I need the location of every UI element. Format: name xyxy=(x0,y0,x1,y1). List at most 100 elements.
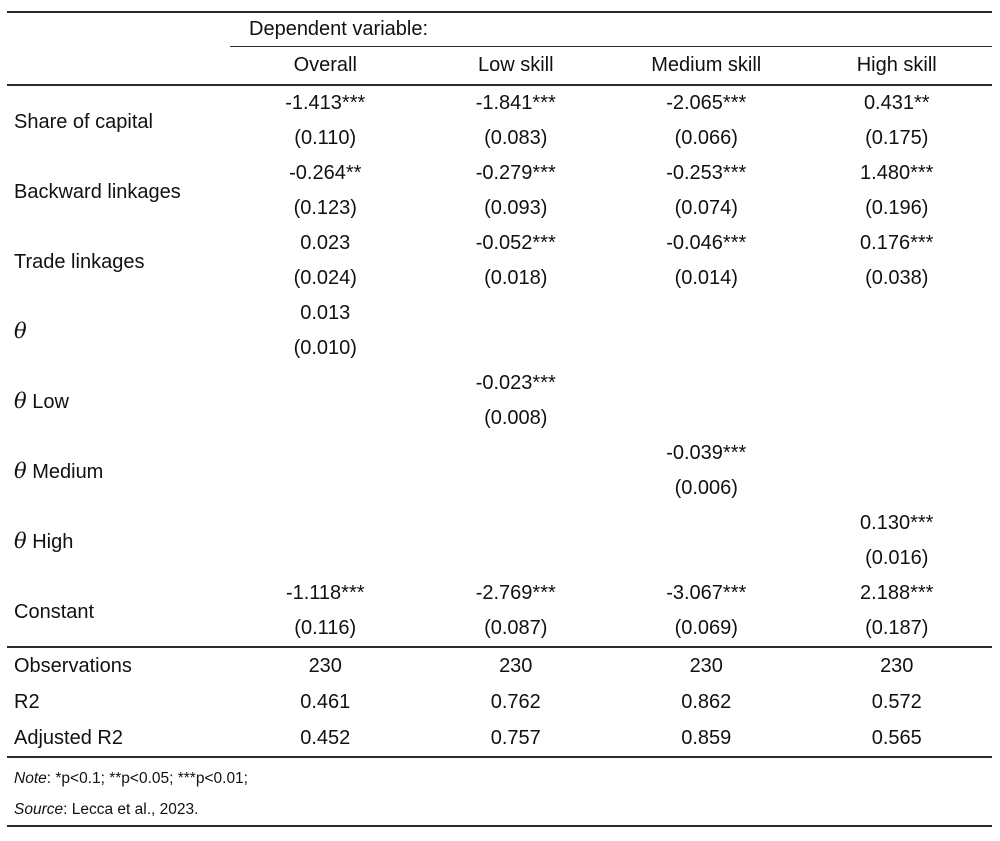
table-row-theta-low: θ Low -0.023*** (0.008) xyxy=(7,366,992,436)
theta-symbol: θ xyxy=(14,318,27,343)
coef-value xyxy=(611,506,802,541)
stat-label: Observations xyxy=(14,654,132,677)
se-value xyxy=(611,401,802,436)
coef-cell xyxy=(230,436,421,506)
coef-cell xyxy=(611,506,802,576)
coef-value: -0.264** xyxy=(289,162,362,184)
coef-value: 0.431** xyxy=(863,92,930,114)
coef-value xyxy=(230,506,421,541)
coef-cell xyxy=(802,296,993,366)
se-value: (0.175) xyxy=(865,127,929,149)
se-value xyxy=(802,401,993,436)
se-value xyxy=(802,331,993,366)
se-value xyxy=(421,541,612,576)
table-row-backward-linkages: Backward linkages -0.264** (0.123) -0.27… xyxy=(7,156,992,226)
stat-row-adjusted-r2: Adjusted R2 0.452 0.757 0.859 0.565 xyxy=(7,720,992,756)
coef-cell: -2.065*** (0.066) xyxy=(611,86,802,156)
coef-value: 0.130*** xyxy=(860,512,934,534)
coef-cell xyxy=(230,506,421,576)
coef-value: -0.023*** xyxy=(475,372,556,394)
stats-notes-rule xyxy=(7,756,992,758)
coef-value: 0.013 xyxy=(300,302,351,324)
coef-value xyxy=(421,296,612,331)
source-text: : Lecca et al., 2023. xyxy=(63,800,199,818)
coef-value: 1.480*** xyxy=(860,162,934,184)
stat-value: 0.862 xyxy=(681,690,732,713)
se-value xyxy=(611,331,802,366)
se-value: (0.018) xyxy=(484,267,548,289)
coef-value: 0.176*** xyxy=(860,232,934,254)
row-label: Backward linkages xyxy=(7,179,230,204)
se-value: (0.110) xyxy=(294,127,357,149)
header-body-rule xyxy=(7,84,992,86)
column-header-medium-skill: Medium skill xyxy=(651,54,762,76)
row-label: θ xyxy=(7,319,230,344)
coef-cell xyxy=(230,366,421,436)
se-value: (0.187) xyxy=(865,617,929,639)
se-value: (0.010) xyxy=(293,337,357,359)
table-row-share-of-capital: Share of capital -1.413*** (0.110) -1.84… xyxy=(7,86,992,156)
source-label: Source xyxy=(14,800,64,818)
coef-cell: -2.769*** (0.087) xyxy=(421,576,612,646)
table-row-constant: Constant -1.118*** (0.116) -2.769*** (0.… xyxy=(7,576,992,646)
stat-value: 0.757 xyxy=(490,726,541,749)
coef-value: -0.052*** xyxy=(475,232,556,254)
stat-row-r2: R2 0.461 0.762 0.862 0.572 xyxy=(7,684,992,720)
table-row-theta: θ 0.013 (0.010) xyxy=(7,296,992,366)
coef-cell xyxy=(611,366,802,436)
coef-value: -0.253*** xyxy=(666,162,747,184)
row-label: Trade linkages xyxy=(7,249,230,274)
coef-cell xyxy=(421,506,612,576)
se-value: (0.038) xyxy=(865,267,929,289)
column-header-overall: Overall xyxy=(293,54,357,76)
se-value xyxy=(230,471,421,506)
table-top-rule xyxy=(7,11,992,13)
coef-value xyxy=(421,506,612,541)
column-header-high-skill: High skill xyxy=(856,54,937,76)
coef-cell: -0.279*** (0.093) xyxy=(421,156,612,226)
row-label-text: High xyxy=(26,530,74,553)
theta-symbol: θ xyxy=(14,458,27,483)
coef-value xyxy=(802,296,993,331)
coef-cell: -0.046*** (0.014) xyxy=(611,226,802,296)
dependent-variable-row: Dependent variable: xyxy=(7,13,992,47)
coef-cell: -0.253*** (0.074) xyxy=(611,156,802,226)
coef-value xyxy=(230,366,421,401)
coef-value: 2.188*** xyxy=(860,582,934,604)
header-spacer xyxy=(7,13,230,47)
se-value: (0.016) xyxy=(865,547,929,569)
table-row-theta-high: θ High 0.130*** (0.016) xyxy=(7,506,992,576)
row-label: Constant xyxy=(7,599,230,624)
se-value xyxy=(421,471,612,506)
coef-cell: -0.264** (0.123) xyxy=(230,156,421,226)
coef-cell: -3.067*** (0.069) xyxy=(611,576,802,646)
se-value: (0.008) xyxy=(484,407,548,429)
coef-cell: 1.480*** (0.196) xyxy=(802,156,993,226)
coef-cell: -0.039*** (0.006) xyxy=(611,436,802,506)
row-label-text: Trade linkages xyxy=(14,250,145,273)
coef-value: -1.118*** xyxy=(285,582,365,604)
coef-cell: -0.052*** (0.018) xyxy=(421,226,612,296)
stat-value: 0.572 xyxy=(871,690,922,713)
stat-value: 230 xyxy=(308,654,342,677)
column-header-row: Overall Low skill Medium skill High skil… xyxy=(7,47,992,84)
row-label: θ Medium xyxy=(7,459,230,484)
coef-cell xyxy=(421,296,612,366)
theta-symbol: θ xyxy=(14,528,27,553)
row-label-text: Constant xyxy=(14,600,95,623)
se-value: (0.083) xyxy=(484,127,548,149)
stat-value: 230 xyxy=(689,654,723,677)
theta-symbol: θ xyxy=(14,388,27,413)
coef-value: -0.039*** xyxy=(666,442,747,464)
stat-label: Adjusted R2 xyxy=(14,726,123,749)
stat-value: 0.859 xyxy=(681,726,732,749)
coef-value xyxy=(611,366,802,401)
se-value: (0.014) xyxy=(674,267,738,289)
se-value: (0.093) xyxy=(484,197,548,219)
se-value: (0.024) xyxy=(293,267,357,289)
coef-cell: 0.431** (0.175) xyxy=(802,86,993,156)
coef-cell: 2.188*** (0.187) xyxy=(802,576,993,646)
table-row-theta-medium: θ Medium -0.039*** (0.006) xyxy=(7,436,992,506)
coef-cell xyxy=(802,366,993,436)
note-label: Note xyxy=(14,769,47,787)
